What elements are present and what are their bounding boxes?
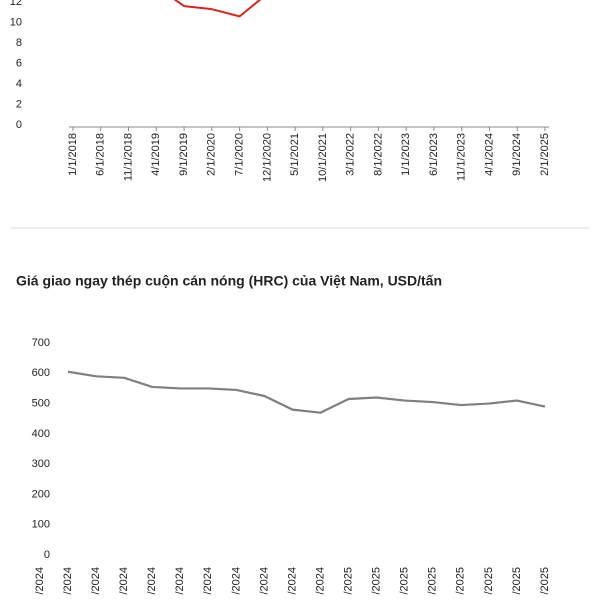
x-tick-label: /2024: [146, 567, 158, 595]
x-tick-label: 4/1/2019: [150, 133, 162, 176]
x-tick-label: /2024: [286, 567, 298, 595]
y-tick-label: 100: [32, 519, 50, 531]
x-tick-label: /2025: [455, 567, 467, 595]
x-tick-label: /2025: [371, 567, 383, 595]
x-tick-label: /2025: [483, 567, 495, 595]
x-tick-label: /2024: [34, 567, 46, 595]
x-tick-label: /2024: [314, 567, 326, 595]
x-tick-label: 9/1/2024: [511, 133, 523, 176]
x-tick-label: 4/1/2024: [483, 133, 495, 176]
x-tick-label: 11/1/2023: [456, 133, 468, 181]
x-tick-label: 6/1/2023: [428, 133, 440, 176]
chart-title: Giá giao ngay thép cuộn cán nóng (HRC) c…: [16, 273, 442, 289]
y-tick-label: 2: [16, 98, 22, 110]
x-tick-label: /2024: [230, 567, 242, 595]
x-tick-label: 9/1/2019: [178, 133, 190, 176]
y-tick-label: 400: [32, 428, 50, 440]
x-tick-label: 2/1/2025: [539, 133, 551, 176]
x-tick-label: /2024: [62, 567, 74, 595]
y-tick-label: 200: [32, 488, 50, 500]
x-tick-label: 8/1/2022: [372, 133, 384, 176]
line-series: [173, 0, 262, 18]
x-tick-label: 7/1/2020: [233, 133, 245, 176]
x-tick-label: /2024: [90, 567, 102, 595]
x-tick-label: 6/1/2018: [95, 133, 107, 176]
x-tick-label: 5/1/2021: [289, 133, 301, 176]
x-tick-label: /2024: [118, 567, 130, 595]
x-tick-label: /2024: [258, 567, 270, 595]
x-tick-label: /2025: [399, 567, 411, 595]
y-tick-label: 10: [10, 16, 22, 28]
x-tick-label: /2024: [174, 567, 186, 595]
y-tick-label: 12: [10, 0, 22, 8]
x-tick-label: /2025: [511, 567, 523, 595]
x-tick-label: /2024: [202, 567, 214, 595]
y-tick-label: 0: [44, 549, 50, 561]
x-tick-label: /2025: [343, 567, 355, 595]
x-tick-label: /2025: [539, 567, 551, 595]
y-tick-label: 0: [16, 119, 22, 131]
y-tick-label: 6: [16, 57, 22, 69]
x-tick-label: 11/1/2018: [122, 133, 134, 181]
line-series: [67, 370, 546, 414]
y-tick-label: 4: [16, 78, 22, 90]
x-tick-label: 1/1/2018: [67, 133, 79, 176]
x-tick-label: /2025: [427, 567, 439, 595]
y-tick-label: 500: [32, 397, 50, 409]
y-tick-label: 600: [32, 367, 50, 379]
y-tick-label: 8: [16, 37, 22, 49]
x-tick-label: 2/1/2020: [206, 133, 218, 176]
y-tick-label: 700: [32, 337, 50, 349]
x-tick-label: 10/1/2021: [317, 133, 329, 182]
x-tick-label: 1/1/2023: [400, 133, 412, 176]
x-tick-label: 12/1/2020: [261, 133, 273, 182]
x-tick-label: 3/1/2022: [345, 133, 357, 176]
y-tick-label: 300: [32, 458, 50, 470]
